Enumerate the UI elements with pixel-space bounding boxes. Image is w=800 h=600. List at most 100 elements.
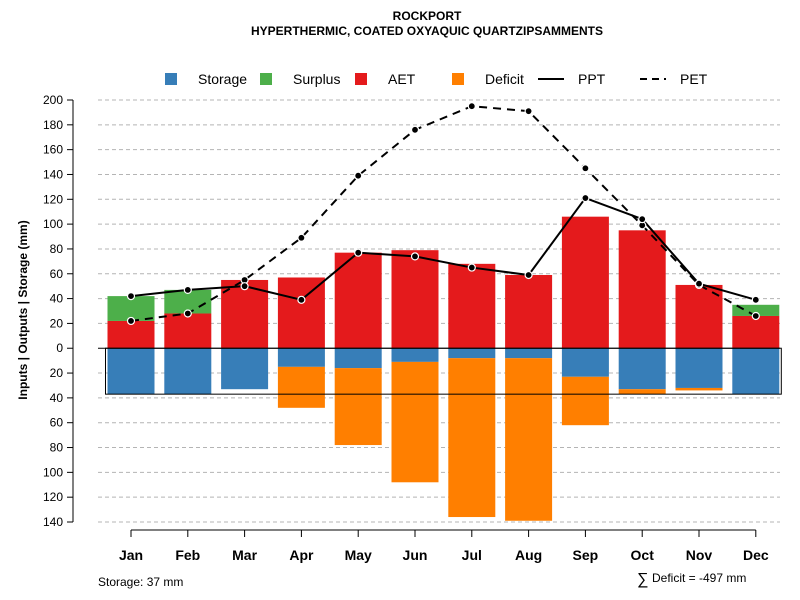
x-tick-label: Sep	[573, 547, 599, 563]
bar-aet	[334, 252, 382, 349]
legend-label: Deficit	[485, 71, 524, 87]
pet-point	[354, 171, 363, 180]
bars	[107, 216, 780, 521]
gridlines	[98, 99, 780, 523]
ppt-point	[751, 295, 760, 304]
y-tick-label: 80	[50, 242, 64, 256]
y-tick-label: 60	[50, 416, 64, 430]
pet-point	[183, 309, 192, 318]
legend-swatch	[260, 73, 272, 85]
y-tick-label: 0	[56, 341, 63, 355]
ppt-point	[410, 252, 420, 261]
legend-swatch	[452, 73, 464, 85]
legend-label: AET	[388, 71, 416, 87]
ppt-point	[297, 295, 306, 304]
legend-swatch	[355, 73, 367, 85]
bar-deficit	[505, 358, 553, 521]
legend: Storage Surplus AET Deficit PPT PET	[165, 71, 708, 87]
bar-surplus	[107, 296, 155, 321]
bar-storage	[618, 348, 666, 390]
legend-label: Surplus	[293, 71, 340, 87]
bar-storage	[107, 348, 155, 395]
bar-storage	[505, 348, 553, 359]
bar-surplus	[732, 304, 780, 316]
y-tick-label: 140	[43, 167, 63, 181]
bar-aet	[675, 284, 723, 349]
chart-subtitle: HYPERTHERMIC, COATED OXYAQUIC QUARTZIPSA…	[251, 24, 603, 38]
y-axis: 2001801601401201008060402002040608010012…	[43, 93, 780, 529]
bar-storage	[675, 348, 723, 388]
y-tick-label: 100	[43, 465, 63, 479]
legend-label: Storage	[198, 71, 247, 87]
deficit-sum-symbol: ∑	[637, 571, 648, 588]
x-tick-label: Apr	[289, 547, 314, 563]
x-tick-label: Mar	[232, 547, 257, 563]
legend-swatch	[165, 73, 177, 85]
y-tick-label: 60	[50, 267, 64, 281]
y-tick-label: 120	[43, 490, 63, 504]
bar-deficit	[561, 376, 609, 426]
y-tick-label: 40	[50, 391, 64, 405]
y-tick-label: 20	[50, 366, 64, 380]
bar-storage	[732, 348, 780, 395]
bar-deficit	[675, 387, 723, 391]
y-tick-label: 200	[43, 93, 63, 107]
storage-note: Storage: 37 mm	[98, 575, 183, 589]
x-tick-label: Jul	[462, 547, 482, 563]
bar-deficit	[618, 389, 666, 395]
y-tick-label: 40	[50, 292, 64, 306]
x-axis: Jan Feb Mar Apr May Jun Jul Aug Sep Oct Nov Dec	[119, 529, 769, 563]
deficit-note: Deficit = -497 mm	[652, 571, 746, 585]
ppt-point	[467, 263, 476, 272]
bar-storage	[391, 348, 439, 362]
pet-line	[130, 105, 757, 322]
bar-aet	[732, 315, 780, 349]
x-tick-label: Feb	[175, 547, 200, 563]
y-tick-label: 160	[43, 143, 63, 157]
bar-aet	[164, 313, 212, 349]
lines	[126, 102, 760, 326]
legend-label: PPT	[578, 71, 606, 87]
ppt-point	[694, 279, 704, 288]
pet-point	[297, 233, 306, 242]
chart-title: ROCKPORT	[393, 9, 462, 23]
bar-aet	[448, 263, 496, 349]
pet-point	[126, 316, 136, 326]
x-tick-label: May	[345, 547, 372, 563]
bar-deficit	[391, 361, 439, 483]
x-tick-label: Oct	[631, 547, 655, 563]
ppt-point	[354, 248, 363, 257]
x-tick-label: Dec	[743, 547, 769, 563]
x-tick-label: Jan	[119, 547, 143, 563]
pet-point	[467, 102, 476, 111]
ppt-point	[183, 285, 192, 294]
y-tick-label: 80	[50, 441, 64, 455]
legend-label: PET	[680, 71, 708, 87]
bar-storage	[164, 348, 212, 395]
y-tick-label: 20	[50, 316, 64, 330]
bar-aet	[505, 275, 553, 349]
ppt-point	[638, 215, 647, 224]
bar-aet	[107, 320, 155, 349]
ppt-point	[240, 282, 249, 291]
pet-point	[751, 311, 760, 321]
ppt-point	[581, 193, 590, 203]
bar-storage	[334, 348, 382, 369]
pet-point	[581, 164, 590, 173]
bar-deficit	[277, 366, 325, 408]
pet-point	[410, 125, 420, 134]
bar-aet	[561, 216, 609, 349]
bar-aet	[391, 250, 439, 349]
pet-point	[524, 107, 533, 116]
bar-deficit	[448, 358, 496, 518]
x-tick-label: Jun	[403, 547, 428, 563]
ppt-point	[524, 270, 533, 280]
y-tick-label: 180	[43, 118, 63, 132]
bar-aet	[221, 279, 269, 349]
x-tick-label: Aug	[515, 547, 542, 563]
x-tick-label: Nov	[686, 547, 713, 563]
y-tick-label: 140	[43, 515, 63, 529]
bar-storage	[221, 348, 269, 390]
ppt-point	[126, 292, 136, 301]
